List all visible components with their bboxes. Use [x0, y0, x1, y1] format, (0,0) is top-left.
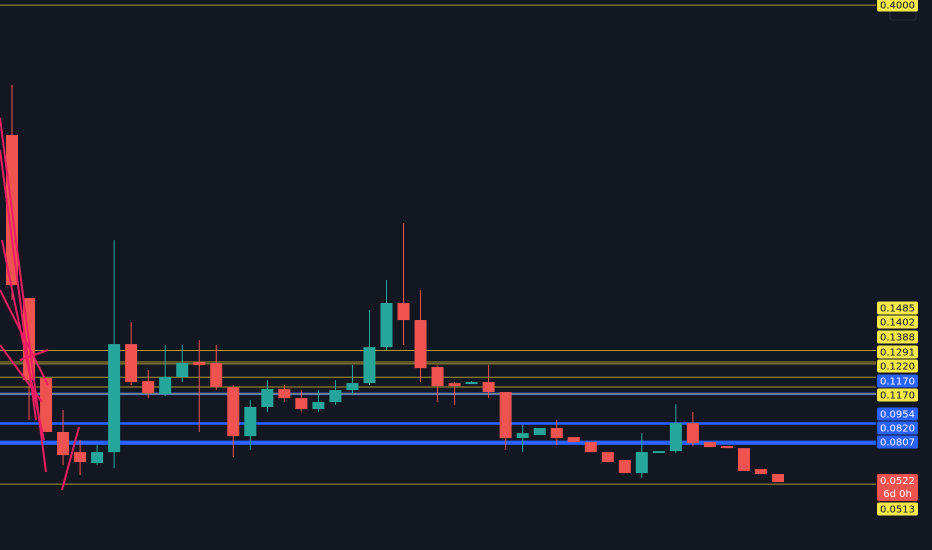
candle-body	[176, 363, 189, 378]
candle-body	[516, 433, 529, 439]
candle-body	[380, 303, 393, 348]
trend-line	[61, 426, 80, 491]
price-label: 0.1220	[880, 362, 915, 373]
price-label-box	[877, 388, 918, 402]
candle-body	[703, 442, 716, 448]
candle-body	[635, 452, 648, 474]
candle-body	[278, 389, 291, 399]
candle-body	[720, 446, 733, 449]
price-label: 0.1388	[880, 333, 915, 344]
trend-line	[0, 289, 49, 386]
candle-body	[108, 344, 121, 453]
price-label-box	[877, 301, 918, 315]
candle-body	[74, 452, 87, 463]
candle-body	[431, 367, 444, 387]
candle-body	[584, 442, 597, 453]
candle-body	[686, 423, 699, 444]
candles	[6, 85, 784, 483]
candle-body	[499, 392, 512, 439]
candle-body	[295, 398, 308, 410]
candle-body	[40, 378, 53, 433]
candle-body	[448, 383, 461, 387]
candle-body	[772, 474, 784, 483]
candle-body	[142, 381, 155, 394]
candle-body	[91, 452, 104, 464]
candle-body	[261, 389, 274, 408]
candle-body	[567, 437, 580, 443]
candle-body	[244, 407, 257, 437]
candle-body	[210, 363, 223, 388]
candle-body	[159, 377, 172, 395]
price-label: 0.0954	[880, 410, 915, 421]
candle-body	[312, 402, 325, 410]
price-label-box	[877, 502, 918, 516]
price-label-box	[877, 374, 918, 388]
price-label-box	[877, 0, 918, 12]
candle-body	[414, 320, 427, 369]
price-label: 0.4000	[880, 1, 915, 12]
candle-body	[125, 344, 138, 383]
price-label-box	[877, 345, 918, 359]
price-label: 0.1170	[880, 377, 915, 388]
price-label: 0.0807	[880, 438, 915, 449]
drawings	[0, 117, 80, 491]
candle-body	[482, 382, 495, 393]
trend-curve	[1, 239, 45, 441]
trend-line	[0, 344, 43, 403]
candle-body	[227, 387, 240, 437]
price-labels: 0.4000 0.1485 0.1402 0.1388 0.1291 0.1220 0.11…	[877, 0, 918, 516]
price-label-box	[877, 421, 918, 435]
price-label: 0.1170	[880, 391, 915, 402]
candle-body	[193, 362, 206, 366]
price-label-box	[877, 315, 918, 329]
candle-body	[397, 303, 410, 321]
last-price-box	[877, 474, 918, 501]
candle-body	[618, 460, 631, 474]
price-label: 0.1402	[880, 318, 915, 329]
price-label: 0.1291	[880, 348, 915, 359]
last-price: 0.0522	[880, 476, 915, 487]
price-label: 0.0820	[880, 424, 915, 435]
price-label-box	[877, 407, 918, 421]
candle-body	[754, 469, 767, 475]
price-label: 0.0513	[880, 505, 915, 516]
price-label-box	[877, 359, 918, 373]
trend-line	[19, 349, 49, 361]
candle-body	[533, 428, 546, 436]
candle-body	[465, 382, 478, 385]
candle-body	[346, 383, 359, 391]
candle-body	[57, 432, 70, 456]
candle-body	[329, 390, 342, 403]
candle-body	[550, 428, 563, 439]
candle-body	[737, 448, 750, 472]
candle-body	[669, 423, 682, 452]
price-label-box	[877, 435, 918, 449]
candle-body	[652, 451, 665, 454]
price-label-box	[877, 330, 918, 344]
candle-body	[601, 452, 614, 463]
price-label: 0.1485	[880, 304, 915, 315]
countdown: 6d 0h	[883, 489, 912, 500]
candle-body	[363, 347, 376, 384]
